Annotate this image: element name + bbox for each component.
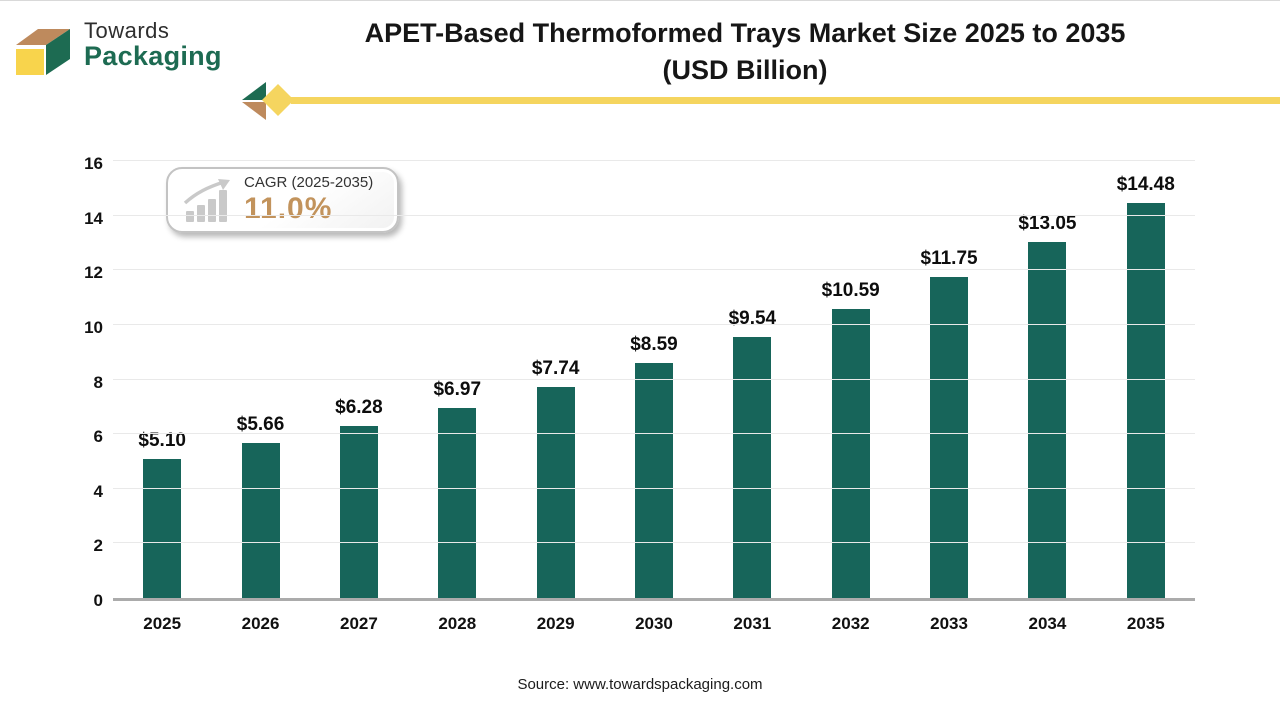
- bar-column-2028: $6.97: [408, 164, 506, 598]
- cagr-label: CAGR (2025-2035): [244, 174, 374, 192]
- bar-column-2034: $13.05: [998, 164, 1096, 598]
- bar-value-label-2035: $14.48: [1116, 173, 1175, 195]
- divider-line: [291, 97, 1280, 104]
- x-tick-2028: 2028: [438, 614, 477, 633]
- bar-value-label-2029: $7.74: [531, 357, 580, 379]
- gridline-16: [113, 160, 1195, 161]
- cagr-value: 11.0%: [244, 191, 333, 225]
- brand-name: Towards Packaging: [84, 17, 222, 72]
- bar-2029: [536, 386, 575, 598]
- growth-chart-icon: [183, 179, 230, 222]
- bar-value-label-2031: $9.54: [728, 308, 777, 330]
- brand-name-line2: Packaging: [84, 41, 222, 72]
- bar-column-2032: $10.59: [802, 164, 900, 598]
- source-text: Source: www.towardspackaging.com: [517, 676, 763, 693]
- brand-name-line1: Towards: [84, 18, 170, 44]
- bar-2030: [634, 363, 673, 598]
- bar-2026: [241, 443, 280, 598]
- bar-2034: [1028, 241, 1067, 598]
- bar-value-label-2032: $10.59: [821, 279, 880, 301]
- bar-column-2035: $14.48: [1097, 164, 1195, 598]
- bar-2028: [438, 407, 477, 598]
- cagr-badge: CAGR (2025-2035) 11.0%: [166, 167, 399, 233]
- brand-logo: Towards Packaging: [12, 13, 222, 75]
- plot-area: $5.10 $5.66 $6.28 $6.97 $7.74 $8.59 $9.54 $10.5…: [113, 160, 1195, 601]
- y-tick-2: 2: [93, 536, 103, 556]
- x-tick-2031: 2031: [733, 614, 772, 633]
- gridline-14: [113, 214, 1195, 216]
- gridline-2: [113, 542, 1195, 544]
- chart-title-line1: APET-Based Thermoformed Trays Market Siz…: [364, 18, 1126, 48]
- cagr-text: CAGR (2025-2035) 11.0%: [244, 175, 373, 225]
- box-logo-icon: [16, 29, 70, 75]
- y-tick-4: 4: [93, 481, 103, 501]
- bars-container: $5.10 $5.66 $6.28 $6.97 $7.74 $8.59 $9.54 $10.5…: [113, 164, 1195, 598]
- gridline-12: [113, 269, 1195, 271]
- gridline-4: [113, 487, 1195, 489]
- x-tick-2033: 2033: [930, 614, 968, 633]
- x-tick-2029: 2029: [536, 614, 575, 633]
- x-tick-2034: 2034: [1028, 614, 1067, 633]
- bar-value-label-2033: $11.75: [920, 248, 978, 270]
- y-tick-8: 8: [93, 372, 103, 392]
- y-tick-12: 12: [84, 263, 103, 283]
- bar-value-label-2030: $8.59: [630, 334, 678, 356]
- y-tick-0: 0: [93, 591, 103, 610]
- bar-column-2033: $11.75: [900, 164, 998, 598]
- bar-2032: [831, 308, 870, 598]
- x-tick-2030: 2030: [635, 614, 673, 633]
- chart-title: APET-Based Thermoformed Trays Market Siz…: [210, 15, 1280, 89]
- x-axis: 2025 2026 2027 2028 2029 2030 2031 2032 2033 2034…: [113, 614, 1195, 634]
- bar-2027: [339, 426, 378, 598]
- divider-chevron-icon: [242, 82, 294, 120]
- y-tick-14: 14: [84, 208, 103, 228]
- bar-2031: [733, 337, 772, 598]
- x-tick-2026: 2026: [241, 614, 280, 633]
- bar-column-2025: $5.10: [113, 164, 211, 598]
- bar-value-label-2025: $5.10: [138, 429, 186, 451]
- bar-value-label-2027: $6.28: [335, 397, 383, 419]
- bar-value-label-2028: $6.97: [433, 378, 482, 400]
- bar-column-2029: $7.74: [506, 164, 604, 598]
- bar-value-label-2026: $5.66: [236, 414, 285, 436]
- bar-2025: [143, 458, 182, 598]
- gridline-8: [113, 378, 1195, 380]
- gridline-10: [113, 323, 1195, 325]
- x-tick-2025: 2025: [143, 614, 182, 633]
- x-tick-2032: 2032: [831, 614, 870, 633]
- bar-column-2027: $6.28: [310, 164, 408, 598]
- bar-2033: [930, 277, 969, 598]
- bar-2035: [1126, 202, 1165, 598]
- bar-column-2031: $9.54: [703, 164, 801, 598]
- y-tick-10: 10: [84, 317, 103, 337]
- chart-title-line2: (USD Billion): [662, 55, 828, 85]
- y-tick-6: 6: [93, 427, 103, 447]
- bar-value-label-2034: $13.05: [1018, 212, 1077, 234]
- y-axis: 0 2 4 6 8 10 12 14 16: [55, 154, 103, 610]
- bar-column-2030: $8.59: [605, 164, 703, 598]
- y-tick-16: 16: [84, 154, 103, 173]
- bar-column-2026: $5.66: [211, 164, 309, 598]
- gridline-6: [113, 433, 1195, 435]
- x-tick-2035: 2035: [1126, 614, 1165, 633]
- x-tick-2027: 2027: [339, 614, 378, 633]
